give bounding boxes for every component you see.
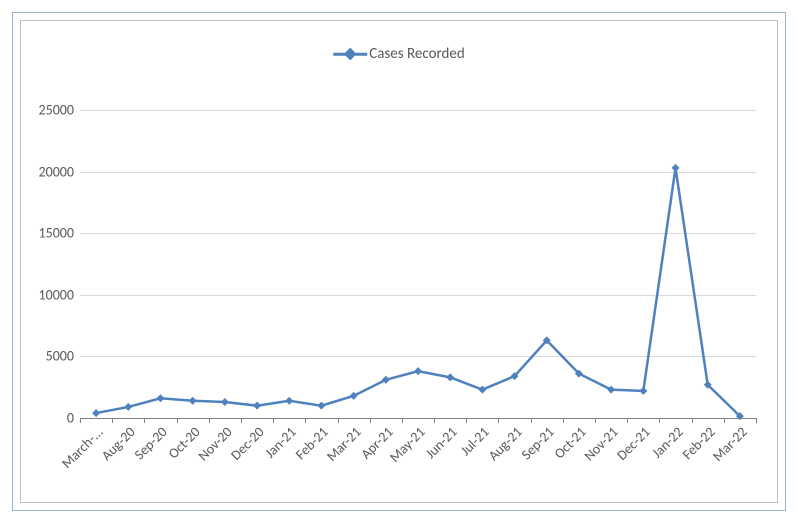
- data-point-marker: [156, 394, 164, 402]
- x-tick-mark: [370, 418, 371, 423]
- legend-label: Cases Recorded: [369, 45, 465, 63]
- data-point-marker: [221, 398, 229, 406]
- x-tick-mark: [627, 418, 628, 423]
- y-tick-label: 20000: [39, 163, 80, 180]
- data-point-marker: [317, 402, 325, 410]
- legend: Cases Recorded: [333, 45, 465, 63]
- data-point-marker: [414, 367, 422, 375]
- x-tick-mark: [241, 418, 242, 423]
- line-series: [80, 110, 756, 418]
- x-tick-mark: [177, 418, 178, 423]
- diamond-icon: [344, 48, 357, 61]
- data-point-marker: [350, 392, 358, 400]
- x-tick-mark: [80, 418, 81, 423]
- data-point-marker: [253, 402, 261, 410]
- x-tick-mark: [402, 418, 403, 423]
- data-point-marker: [607, 386, 615, 394]
- x-tick-mark: [692, 418, 693, 423]
- data-point-marker: [382, 376, 390, 384]
- x-tick-mark: [563, 418, 564, 423]
- data-point-marker: [478, 386, 486, 394]
- x-tick-mark: [466, 418, 467, 423]
- x-tick-mark: [338, 418, 339, 423]
- y-tick-label: 0: [67, 410, 80, 427]
- data-point-marker: [189, 397, 197, 405]
- plot-area: 0500010000150002000025000March-...Aug-20…: [80, 110, 756, 418]
- x-tick-mark: [595, 418, 596, 423]
- y-tick-label: 25000: [39, 102, 80, 119]
- data-point-marker: [446, 373, 454, 381]
- x-tick-mark: [498, 418, 499, 423]
- y-tick-label: 10000: [39, 286, 80, 303]
- gridline: [80, 418, 756, 419]
- x-tick-mark: [273, 418, 274, 423]
- x-tick-mark: [756, 418, 757, 423]
- y-tick-label: 5000: [46, 348, 80, 365]
- x-tick-mark: [144, 418, 145, 423]
- x-tick-mark: [724, 418, 725, 423]
- x-tick-mark: [209, 418, 210, 423]
- data-point-marker: [285, 397, 293, 405]
- data-point-marker: [92, 409, 100, 417]
- x-tick-mark: [305, 418, 306, 423]
- chart-container: Cases Recorded 0500010000150002000025000…: [0, 0, 798, 523]
- data-point-marker: [672, 164, 680, 172]
- x-tick-mark: [434, 418, 435, 423]
- legend-swatch: [333, 47, 367, 61]
- data-point-marker: [124, 403, 132, 411]
- data-point-marker: [639, 387, 647, 395]
- x-tick-mark: [112, 418, 113, 423]
- y-tick-label: 15000: [39, 225, 80, 242]
- series-line: [96, 168, 740, 416]
- x-tick-mark: [659, 418, 660, 423]
- x-tick-mark: [531, 418, 532, 423]
